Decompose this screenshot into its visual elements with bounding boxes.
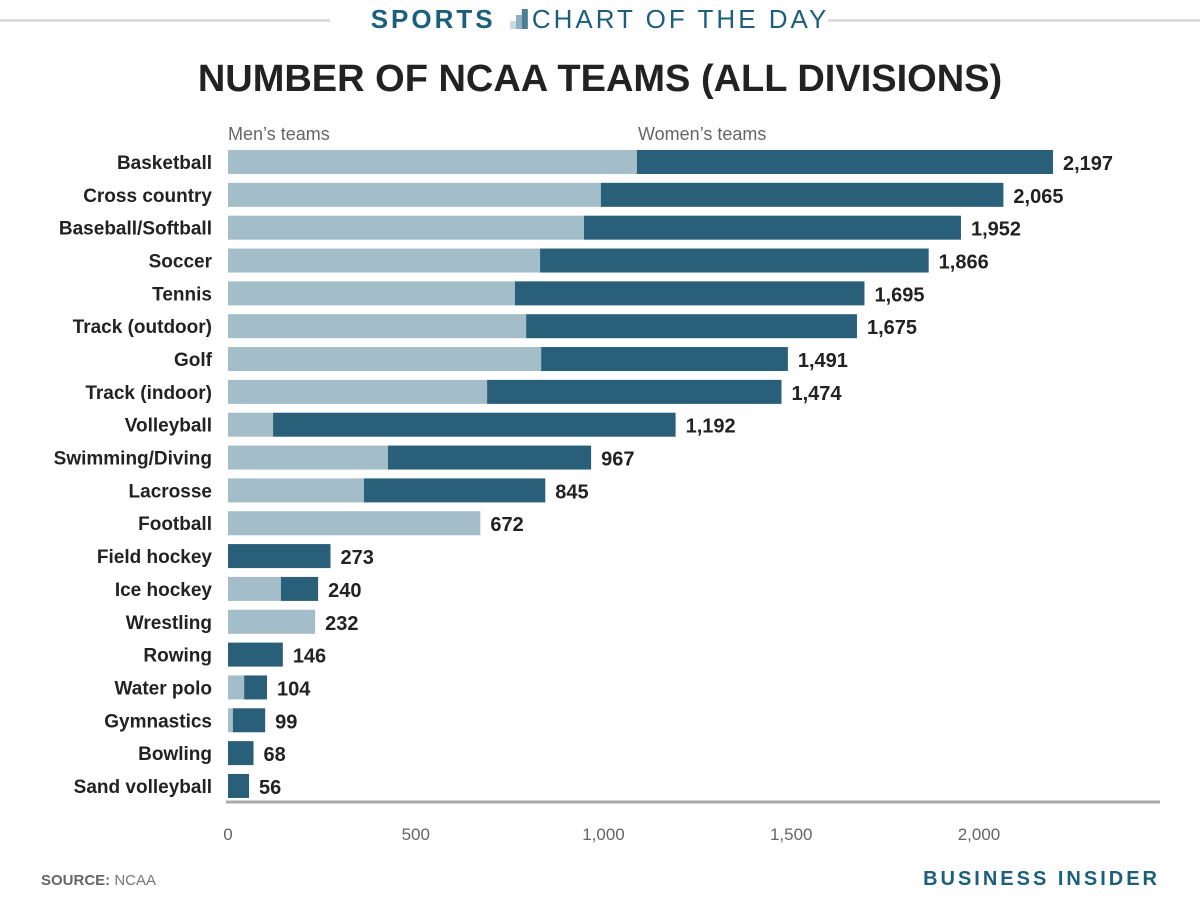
bar-women [600, 182, 1004, 207]
bar-men [228, 609, 316, 634]
category-label: Tennis [152, 284, 212, 305]
x-tick-label: 1,000 [582, 825, 625, 844]
bar-men [228, 412, 274, 437]
category-label: Lacrosse [129, 481, 212, 502]
bar-men [228, 281, 515, 306]
bar-men [228, 150, 637, 174]
category-label: Water polo [115, 678, 212, 699]
bar-women [228, 741, 254, 766]
bar-women [514, 281, 865, 306]
bar-women [541, 347, 788, 372]
header-banner: SPORTS CHART OF THE DAY [0, 4, 1200, 35]
total-label: 1,695 [874, 284, 924, 306]
bar-men [228, 576, 281, 601]
category-label: Soccer [149, 252, 213, 273]
total-label: 672 [490, 514, 523, 536]
total-label: 56 [259, 777, 281, 799]
bar-women [228, 544, 331, 569]
header-section: SPORTS [370, 4, 496, 34]
total-label: 845 [555, 481, 588, 503]
total-label: 1,866 [939, 252, 989, 274]
category-label: Field hockey [97, 547, 213, 568]
category-label: Swimming/Diving [54, 449, 212, 470]
bar-men [228, 478, 364, 503]
brand-logo: BUSINESS INSIDER [923, 868, 1160, 890]
bar-women [636, 150, 1053, 174]
bar-women [280, 576, 319, 601]
total-label: 2,197 [1063, 153, 1113, 175]
x-tick-label: 0 [223, 825, 232, 844]
category-label: Volleyball [125, 416, 212, 437]
total-label: 99 [275, 711, 297, 733]
bar-women [583, 215, 961, 240]
bar-men [228, 248, 541, 273]
bar-women [387, 445, 592, 470]
x-tick-label: 2,000 [958, 825, 1001, 844]
bar-women [540, 248, 929, 273]
bar-women [232, 708, 266, 733]
category-label: Golf [174, 350, 213, 371]
chart-title: NUMBER OF NCAA TEAMS (ALL DIVISIONS) [197, 58, 1003, 100]
total-label: 104 [277, 678, 311, 700]
source-value: NCAA [114, 872, 157, 889]
category-label: Track (indoor) [85, 383, 212, 404]
total-label: 68 [264, 744, 286, 766]
bar-men [228, 675, 245, 700]
category-label: Rowing [143, 646, 212, 667]
category-label: Baseball/Softball [59, 219, 212, 240]
total-label: 1,675 [867, 317, 917, 339]
category-label: Track (outdoor) [73, 317, 212, 338]
x-tick-label: 1,500 [770, 825, 813, 844]
bar-women [228, 642, 283, 667]
total-label: 240 [328, 580, 361, 602]
source-label: SOURCE: [41, 872, 111, 889]
total-label: 232 [325, 613, 358, 635]
legend-women: Women’s teams [638, 124, 767, 144]
total-label: 1,491 [798, 350, 848, 372]
x-tick-label: 500 [402, 825, 430, 844]
bar-women [526, 314, 857, 339]
bar-men [228, 182, 601, 207]
total-label: 1,192 [686, 416, 736, 438]
bar-women [244, 675, 268, 700]
source-note: SOURCE: NCAA [41, 872, 156, 889]
category-label: Ice hockey [115, 580, 213, 601]
bar-chart: Basketball 2,197 Cross country 2,065 Basebal… [54, 150, 1160, 844]
total-label: 146 [293, 646, 326, 668]
bar-men [228, 314, 527, 339]
bar-men [228, 445, 388, 470]
total-label: 1,474 [791, 383, 842, 405]
bar-women [228, 773, 250, 798]
total-label: 967 [601, 449, 634, 471]
header-rule-right [828, 19, 1200, 22]
bar-women [273, 412, 676, 437]
header-subtitle: CHART OF THE DAY [531, 4, 830, 34]
category-label: Wrestling [126, 613, 212, 634]
bar-men [228, 347, 542, 372]
total-label: 273 [341, 547, 374, 569]
category-label: Cross country [83, 186, 212, 207]
header-rule-left [0, 19, 330, 22]
total-label: 1,952 [971, 219, 1021, 241]
bar-men [228, 708, 233, 733]
total-label: 2,065 [1013, 186, 1063, 208]
legend-men: Men’s teams [228, 124, 330, 144]
category-label: Basketball [117, 153, 212, 174]
bar-men [228, 215, 584, 240]
category-label: Football [138, 514, 212, 535]
bar-men [228, 511, 481, 536]
category-label: Gymnastics [104, 711, 212, 732]
bar-women [487, 379, 782, 404]
bar-women [363, 478, 546, 503]
category-label: Bowling [138, 744, 212, 765]
bar-men [228, 379, 488, 404]
category-label: Sand volleyball [74, 777, 212, 798]
